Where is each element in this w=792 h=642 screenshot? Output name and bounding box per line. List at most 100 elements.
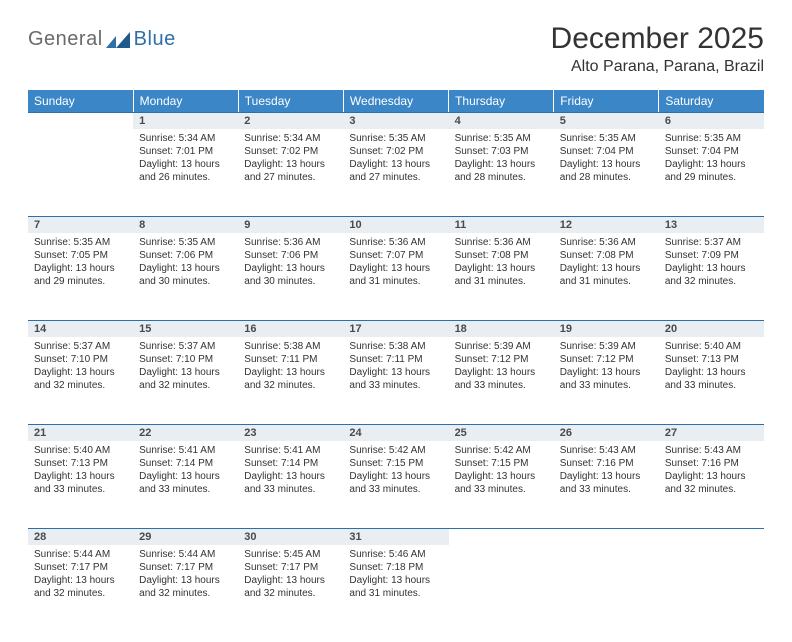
- daylight-line: Daylight: 13 hours and 31 minutes.: [349, 262, 442, 288]
- sunrise-line: Sunrise: 5:44 AM: [139, 548, 232, 561]
- sunset-line: Sunset: 7:05 PM: [34, 249, 127, 262]
- day-cell: Sunrise: 5:35 AMSunset: 7:02 PMDaylight:…: [343, 130, 448, 188]
- sunset-line: Sunset: 7:11 PM: [244, 353, 337, 366]
- sunset-line: Sunset: 7:02 PM: [244, 145, 337, 158]
- sunrise-line: Sunrise: 5:34 AM: [139, 132, 232, 145]
- sunrise-line: Sunrise: 5:40 AM: [34, 444, 127, 457]
- day-cell: Sunrise: 5:46 AMSunset: 7:18 PMDaylight:…: [343, 546, 448, 604]
- sunrise-line: Sunrise: 5:41 AM: [139, 444, 232, 457]
- sunset-line: Sunset: 7:06 PM: [139, 249, 232, 262]
- daylight-line: Daylight: 13 hours and 31 minutes.: [560, 262, 653, 288]
- sunrise-line: Sunrise: 5:41 AM: [244, 444, 337, 457]
- day-number: 29: [133, 528, 238, 545]
- page-subtitle: Alto Parana, Parana, Brazil: [551, 58, 764, 76]
- daylight-line: Daylight: 13 hours and 30 minutes.: [244, 262, 337, 288]
- sunrise-line: Sunrise: 5:36 AM: [349, 236, 442, 249]
- week-content-row: Sunrise: 5:34 AMSunset: 7:01 PMDaylight:…: [28, 130, 764, 216]
- day-number: 10: [343, 216, 448, 233]
- sunrise-line: Sunrise: 5:45 AM: [244, 548, 337, 561]
- sunrise-line: Sunrise: 5:42 AM: [349, 444, 442, 457]
- day-number: 13: [659, 216, 764, 233]
- daylight-line: Daylight: 13 hours and 33 minutes.: [349, 366, 442, 392]
- day-number: 15: [133, 320, 238, 337]
- sunset-line: Sunset: 7:12 PM: [560, 353, 653, 366]
- logo: General Blue: [28, 22, 176, 51]
- sunset-line: Sunset: 7:16 PM: [560, 457, 653, 470]
- sunset-line: Sunset: 7:16 PM: [665, 457, 758, 470]
- sunset-line: Sunset: 7:12 PM: [455, 353, 548, 366]
- day-cell: Sunrise: 5:40 AMSunset: 7:13 PMDaylight:…: [28, 442, 133, 500]
- dow-header: Wednesday: [343, 90, 448, 112]
- sunrise-line: Sunrise: 5:34 AM: [244, 132, 337, 145]
- dow-header: Friday: [554, 90, 659, 112]
- day-number: 12: [554, 216, 659, 233]
- daylight-line: Daylight: 13 hours and 33 minutes.: [665, 366, 758, 392]
- sunrise-line: Sunrise: 5:46 AM: [349, 548, 442, 561]
- day-cell: Sunrise: 5:36 AMSunset: 7:06 PMDaylight:…: [238, 234, 343, 292]
- sunrise-line: Sunrise: 5:35 AM: [349, 132, 442, 145]
- sunset-line: Sunset: 7:14 PM: [244, 457, 337, 470]
- daylight-line: Daylight: 13 hours and 33 minutes.: [34, 470, 127, 496]
- sunrise-line: Sunrise: 5:42 AM: [455, 444, 548, 457]
- daylight-line: Daylight: 13 hours and 32 minutes.: [139, 366, 232, 392]
- day-cell: Sunrise: 5:35 AMSunset: 7:05 PMDaylight:…: [28, 234, 133, 292]
- day-cell: Sunrise: 5:36 AMSunset: 7:08 PMDaylight:…: [554, 234, 659, 292]
- daylight-line: Daylight: 13 hours and 32 minutes.: [665, 470, 758, 496]
- calendar-table: SundayMondayTuesdayWednesdayThursdayFrid…: [28, 90, 764, 632]
- sunset-line: Sunset: 7:13 PM: [665, 353, 758, 366]
- header: General Blue December 2025 Alto Parana, …: [28, 22, 764, 76]
- daylight-line: Daylight: 13 hours and 33 minutes.: [349, 470, 442, 496]
- sunrise-line: Sunrise: 5:35 AM: [665, 132, 758, 145]
- daylight-line: Daylight: 13 hours and 29 minutes.: [665, 158, 758, 184]
- day-cell: Sunrise: 5:39 AMSunset: 7:12 PMDaylight:…: [449, 338, 554, 396]
- day-number: 14: [28, 320, 133, 337]
- sunrise-line: Sunrise: 5:38 AM: [244, 340, 337, 353]
- daylight-line: Daylight: 13 hours and 28 minutes.: [560, 158, 653, 184]
- sunrise-line: Sunrise: 5:43 AM: [560, 444, 653, 457]
- sunset-line: Sunset: 7:15 PM: [455, 457, 548, 470]
- sunrise-line: Sunrise: 5:38 AM: [349, 340, 442, 353]
- daylight-line: Daylight: 13 hours and 33 minutes.: [560, 366, 653, 392]
- day-number: 27: [659, 424, 764, 441]
- day-cell: Sunrise: 5:42 AMSunset: 7:15 PMDaylight:…: [343, 442, 448, 500]
- day-cell: Sunrise: 5:34 AMSunset: 7:02 PMDaylight:…: [238, 130, 343, 188]
- daylight-line: Daylight: 13 hours and 32 minutes.: [665, 262, 758, 288]
- daylight-line: Daylight: 13 hours and 32 minutes.: [244, 574, 337, 600]
- week-daynum-row: 14151617181920: [28, 320, 764, 338]
- day-number: 24: [343, 424, 448, 441]
- dow-header: Monday: [133, 90, 238, 112]
- day-number: 2: [238, 112, 343, 129]
- day-cell: Sunrise: 5:38 AMSunset: 7:11 PMDaylight:…: [343, 338, 448, 396]
- day-cell: Sunrise: 5:37 AMSunset: 7:10 PMDaylight:…: [28, 338, 133, 396]
- day-number: 28: [28, 528, 133, 545]
- dow-header: Sunday: [28, 90, 133, 112]
- title-block: December 2025 Alto Parana, Parana, Brazi…: [551, 22, 764, 76]
- day-number: 11: [449, 216, 554, 233]
- day-number: 18: [449, 320, 554, 337]
- daylight-line: Daylight: 13 hours and 32 minutes.: [34, 366, 127, 392]
- day-number: 1: [133, 112, 238, 129]
- day-cell: Sunrise: 5:35 AMSunset: 7:04 PMDaylight:…: [554, 130, 659, 188]
- day-number: 25: [449, 424, 554, 441]
- day-cell: Sunrise: 5:35 AMSunset: 7:04 PMDaylight:…: [659, 130, 764, 188]
- sunset-line: Sunset: 7:15 PM: [349, 457, 442, 470]
- sunrise-line: Sunrise: 5:40 AM: [665, 340, 758, 353]
- day-cell: Sunrise: 5:41 AMSunset: 7:14 PMDaylight:…: [238, 442, 343, 500]
- sunrise-line: Sunrise: 5:39 AM: [560, 340, 653, 353]
- day-number: 4: [449, 112, 554, 129]
- day-number: 3: [343, 112, 448, 129]
- week-daynum-row: 123456: [28, 112, 764, 130]
- empty-day: [659, 528, 764, 545]
- sunset-line: Sunset: 7:10 PM: [34, 353, 127, 366]
- day-number: 9: [238, 216, 343, 233]
- day-number: 17: [343, 320, 448, 337]
- empty-day: [449, 528, 554, 545]
- sunset-line: Sunset: 7:09 PM: [665, 249, 758, 262]
- day-number: 8: [133, 216, 238, 233]
- day-cell: Sunrise: 5:43 AMSunset: 7:16 PMDaylight:…: [659, 442, 764, 500]
- logo-mark-icon: [106, 32, 132, 50]
- sunrise-line: Sunrise: 5:44 AM: [34, 548, 127, 561]
- day-number: 31: [343, 528, 448, 545]
- daylight-line: Daylight: 13 hours and 32 minutes.: [139, 574, 232, 600]
- day-number: 26: [554, 424, 659, 441]
